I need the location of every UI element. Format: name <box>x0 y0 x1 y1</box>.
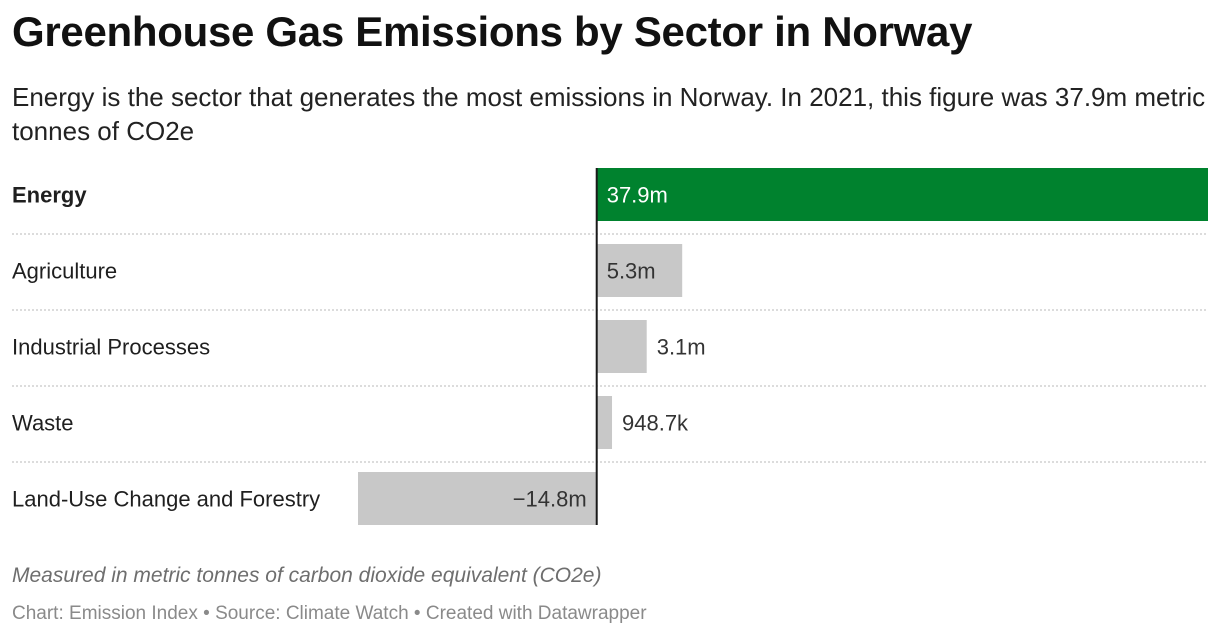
bar <box>596 396 613 449</box>
value-label: 948.7k <box>622 411 689 436</box>
category-label: Waste <box>12 411 74 436</box>
chart-note: Measured in metric tonnes of carbon diox… <box>12 564 602 587</box>
category-label: Energy <box>12 183 87 208</box>
chart-subtitle: Energy is the sector that generates the … <box>12 82 1206 146</box>
bar <box>358 472 597 525</box>
bar-chart: Energy 37.9m Agriculture 5.3m Industrial Pro… <box>12 168 1208 525</box>
value-label: −14.8m <box>513 487 587 512</box>
value-label: 37.9m <box>607 183 668 208</box>
bar <box>596 168 1208 221</box>
category-label: Industrial Processes <box>12 335 210 360</box>
value-label: 5.3m <box>607 259 656 284</box>
category-label: Land-Use Change and Forestry <box>12 487 320 512</box>
chart-credits: Chart: Emission Index • Source: Climate … <box>12 603 647 624</box>
bar <box>596 320 647 373</box>
bar <box>596 244 683 297</box>
category-label: Agriculture <box>12 259 117 284</box>
chart-title: Greenhouse Gas Emissions by Sector in No… <box>12 8 973 55</box>
value-label: 3.1m <box>657 335 706 360</box>
